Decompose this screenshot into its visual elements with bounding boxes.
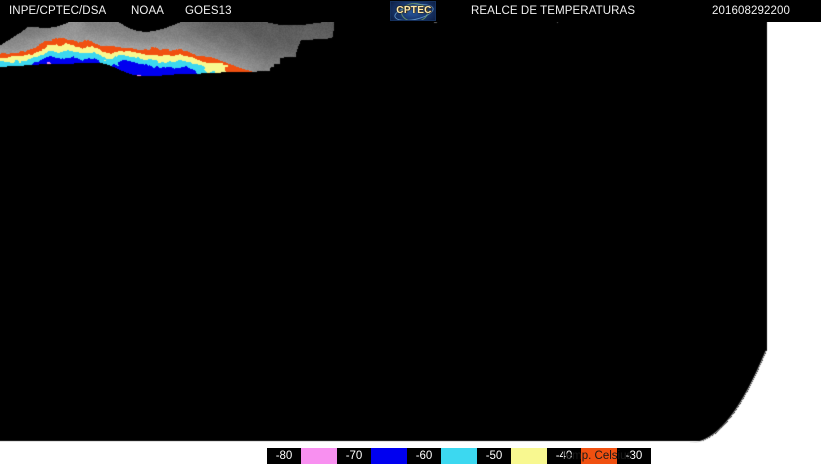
satellite-image-area (0, 22, 821, 443)
header-bar: INPE/CPTEC/DSA NOAA GOES13 CPTEC REALCE … (0, 0, 821, 22)
timestamp-label: 201608292200 (712, 5, 790, 17)
legend-label-minus30: -30 (617, 448, 651, 464)
data-source-label: NOAA (131, 5, 164, 17)
satellite-image-canvas (0, 22, 821, 443)
legend-label-minus70: -70 (337, 448, 371, 464)
agency-label: INPE/CPTEC/DSA (9, 5, 107, 17)
legend-label-minus60: -60 (407, 448, 441, 464)
legend-label-minus80: -80 (267, 448, 301, 464)
legend-label-minus40: -40 (547, 448, 581, 464)
legend-swatch-3 (511, 448, 547, 464)
legend-swatch-4 (581, 448, 617, 464)
temperature-color-legend: -80 -70 -60 -50 -40 -30 (267, 448, 651, 464)
cptec-logo-icon: CPTEC (390, 1, 436, 21)
legend-units-label: Temp. Celsius (560, 450, 633, 462)
legend-swatch-0 (301, 448, 337, 464)
legend-label-minus50: -50 (477, 448, 511, 464)
legend-swatch-1 (371, 448, 407, 464)
product-title: REALCE DE TEMPERATURAS (471, 5, 636, 17)
logo-text: CPTEC (396, 5, 432, 16)
logo-globe-ring (401, 3, 428, 20)
satellite-label: GOES13 (185, 5, 232, 17)
legend-swatch-2 (441, 448, 477, 464)
